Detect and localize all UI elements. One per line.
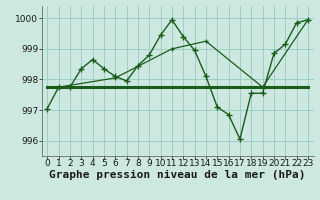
X-axis label: Graphe pression niveau de la mer (hPa): Graphe pression niveau de la mer (hPa) [49,170,306,180]
